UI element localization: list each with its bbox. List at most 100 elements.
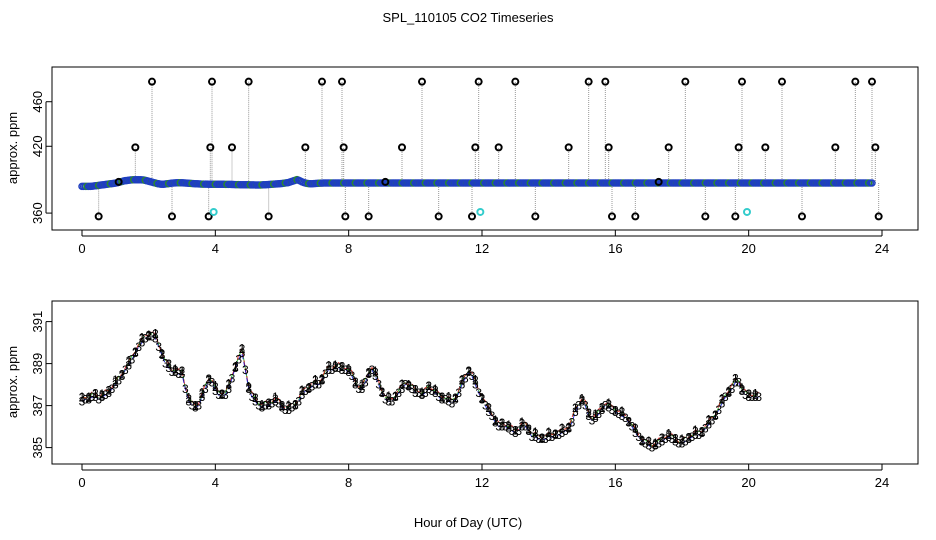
series-1-point: 1 <box>525 422 532 436</box>
series-3-point: 3 <box>422 386 429 400</box>
series-3-point: 3 <box>105 386 112 400</box>
series-1-point: 1 <box>605 396 612 410</box>
x-tick-label: 0 <box>78 241 85 256</box>
series-2-point: 2 <box>259 399 266 413</box>
series-3-point: 3 <box>742 388 749 402</box>
series-2-point: 2 <box>219 387 226 401</box>
series-3-point: 3 <box>489 409 496 423</box>
series-1-point: 1 <box>592 407 599 421</box>
series-1-point: 1 <box>532 425 539 439</box>
series-3-point: 3 <box>92 390 99 404</box>
cyan-point <box>743 207 751 216</box>
series-3-point: 3 <box>372 369 379 383</box>
top-y-axis: 360 420 460 <box>30 91 52 224</box>
series-3-point: 3 <box>459 378 466 392</box>
series-2-point: 2 <box>579 393 586 407</box>
spike-point <box>131 143 140 152</box>
series-3-point: 3 <box>309 380 316 394</box>
top-x-axis: 0 4 8 12 16 20 24 <box>78 230 889 256</box>
series-3-point: 3 <box>612 405 619 419</box>
spike-point <box>418 77 426 86</box>
y-tick-label: 389 <box>30 353 45 375</box>
series-3-point: 3 <box>355 382 362 396</box>
series-2-point: 2 <box>152 327 159 341</box>
spike-point <box>701 212 710 221</box>
series-1-point: 1 <box>325 359 332 373</box>
series-1-point: 1 <box>385 389 392 403</box>
series-3-point: 3 <box>282 403 289 417</box>
series-3-point: 3 <box>329 363 336 377</box>
spike-point <box>381 177 390 186</box>
series-2-point: 2 <box>119 367 126 381</box>
series-2-point: 2 <box>625 414 632 428</box>
series-3-point: 3 <box>699 426 706 440</box>
series-1-point: 1 <box>492 413 499 427</box>
cyan-point <box>476 207 485 216</box>
x-tick-label: 12 <box>475 475 489 490</box>
y-tick-label: 360 <box>30 202 45 224</box>
series-1-point: 1 <box>352 376 359 390</box>
series-2-point: 2 <box>539 431 546 445</box>
series-2-point: 2 <box>525 422 532 436</box>
series-3-point: 3 <box>429 384 436 398</box>
series-3-point: 3 <box>315 378 322 392</box>
spike-point <box>94 212 103 221</box>
series-3-point: 3 <box>712 409 719 423</box>
spike-point <box>738 77 746 86</box>
series-3-point: 3 <box>499 420 506 434</box>
series-3-point: 3 <box>695 428 702 442</box>
x-tick-label: 8 <box>345 475 352 490</box>
series-1-point: 1 <box>185 391 192 405</box>
series-3-point: 3 <box>239 346 246 360</box>
spike-point <box>681 77 690 86</box>
series-2-point: 2 <box>405 379 412 393</box>
series-3-point: 3 <box>132 346 139 360</box>
series-2-point: 2 <box>192 398 199 412</box>
spike-point <box>341 212 350 221</box>
series-1-point: 1 <box>265 396 272 410</box>
series-3-point: 3 <box>492 415 499 429</box>
x-tick-label: 16 <box>608 241 622 256</box>
series-3-point: 3 <box>672 434 679 448</box>
series-2-point: 2 <box>139 332 146 346</box>
series-1-point: 1 <box>545 425 552 439</box>
series-3-point: 3 <box>645 439 652 453</box>
series-1-point: 1 <box>132 345 139 359</box>
series-3-point: 3 <box>532 430 539 444</box>
spike-point <box>228 143 236 152</box>
series-1-point: 1 <box>679 432 686 446</box>
series-3-point: 3 <box>715 403 722 417</box>
series-3-point: 3 <box>535 432 542 446</box>
series-1-point: 1 <box>539 431 546 445</box>
y-tick-label: 385 <box>30 437 45 459</box>
series-1-point: 1 <box>139 330 146 344</box>
series-2-point: 2 <box>392 389 399 403</box>
series-1-point: 1 <box>419 385 426 399</box>
top-plot-frame <box>51 66 919 231</box>
series-3-point: 3 <box>565 422 572 436</box>
series-3-point: 3 <box>269 397 276 411</box>
y-tick-label: 391 <box>30 311 45 333</box>
series-3-point: 3 <box>259 401 266 415</box>
series-2-point: 2 <box>299 384 306 398</box>
x-tick-label: 4 <box>212 241 219 256</box>
series-3-point: 3 <box>465 365 472 379</box>
spike-point <box>831 143 840 152</box>
series-3-point: 3 <box>549 430 556 444</box>
spike-point <box>494 143 503 152</box>
series-3-point: 3 <box>182 382 189 396</box>
bottom-plot-frame <box>51 300 919 465</box>
chart-title: SPL_110105 CO2 Timeseries <box>382 10 554 25</box>
series-1-point: 1 <box>745 387 752 401</box>
series-3-point: 3 <box>442 392 449 406</box>
series-line-1 <box>81 331 759 448</box>
series-1-point: 1 <box>459 372 466 386</box>
series-2-point: 2 <box>419 386 426 400</box>
series-1-point: 1 <box>505 418 512 432</box>
spike-point <box>511 77 520 86</box>
series-3-point: 3 <box>519 420 526 434</box>
x-tick-label: 8 <box>345 241 352 256</box>
series-3-point: 3 <box>112 378 119 392</box>
series-2-point: 2 <box>145 328 152 342</box>
